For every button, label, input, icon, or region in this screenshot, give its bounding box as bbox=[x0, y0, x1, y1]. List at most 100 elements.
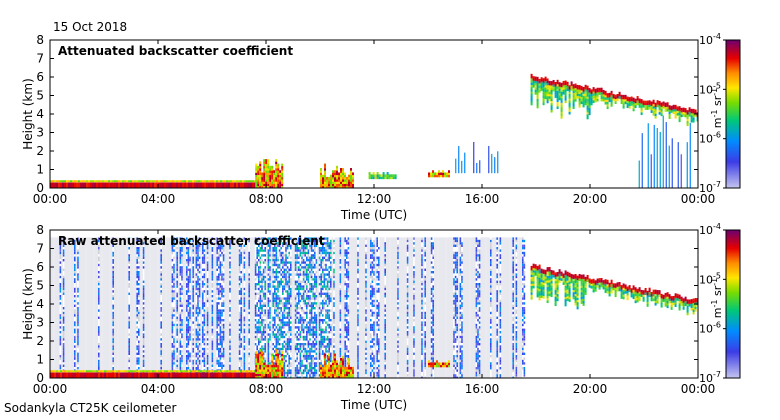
colorbar-cell bbox=[726, 134, 740, 136]
colorbar-cell bbox=[726, 355, 740, 357]
colorbar-cell bbox=[726, 163, 740, 165]
feature-precip-streaks bbox=[638, 115, 691, 188]
colorbar-tick-label: 10-6 bbox=[699, 131, 721, 146]
colorbar-cell bbox=[726, 84, 740, 86]
colorbar-cell bbox=[726, 313, 740, 315]
colorbar-cell bbox=[726, 112, 740, 114]
colorbar-unit: m-1 sr-1 bbox=[710, 88, 724, 128]
colorbar-cell bbox=[726, 332, 740, 334]
colorbar-cell bbox=[726, 271, 740, 273]
colorbar-cell bbox=[726, 137, 740, 139]
y-tick-label: 7 bbox=[36, 52, 44, 66]
colorbar-cell bbox=[726, 125, 740, 127]
colorbar-cell bbox=[726, 102, 740, 104]
colorbar-cell bbox=[726, 341, 740, 343]
colorbar-cell bbox=[726, 335, 740, 337]
colorbar-cell bbox=[726, 374, 740, 376]
colorbar-cell bbox=[726, 85, 740, 87]
colorbar-cell bbox=[726, 253, 740, 255]
colorbar-cell bbox=[726, 318, 740, 320]
y-tick-label: 3 bbox=[36, 126, 44, 140]
colorbar-cell bbox=[726, 360, 740, 362]
colorbar-tick-label: 10-4 bbox=[699, 222, 721, 237]
colorbar-cell bbox=[726, 42, 740, 44]
colorbar-cell bbox=[726, 184, 740, 186]
colorbar-cell bbox=[726, 181, 740, 183]
colorbar-cell bbox=[726, 57, 740, 59]
colorbar-cell bbox=[726, 98, 740, 100]
colorbar-cell bbox=[726, 46, 740, 48]
feature-low-cloud bbox=[255, 349, 284, 378]
colorbar-cell bbox=[726, 371, 740, 373]
colorbar-cell bbox=[726, 175, 740, 177]
colorbar-cell bbox=[726, 362, 740, 364]
colorbar-cell bbox=[726, 264, 740, 266]
colorbar-cell bbox=[726, 65, 740, 67]
colorbar-cell bbox=[726, 244, 740, 246]
feature-low-cloud bbox=[368, 172, 397, 180]
colorbar-tick-label: 10-6 bbox=[699, 321, 721, 336]
instrument-label: Sodankyla CT25K ceilometer bbox=[4, 401, 177, 415]
colorbar-cell bbox=[726, 301, 740, 303]
colorbar-cell bbox=[726, 113, 740, 115]
colorbar-cell bbox=[726, 83, 740, 85]
colorbar-cell bbox=[726, 63, 740, 65]
y-tick-label: 2 bbox=[36, 334, 44, 348]
colorbar-cell bbox=[726, 265, 740, 267]
colorbar-cell bbox=[726, 338, 740, 340]
colorbar-cell bbox=[726, 263, 740, 265]
colorbar-cell bbox=[726, 272, 740, 274]
x-tick-label: 20:00 bbox=[573, 192, 608, 206]
colorbar-cell bbox=[726, 327, 740, 329]
colorbar-cell bbox=[726, 350, 740, 352]
colorbar-cell bbox=[726, 105, 740, 107]
x-tick-label: 00:00 bbox=[33, 382, 68, 396]
colorbar-cell bbox=[726, 147, 740, 149]
colorbar-cell bbox=[726, 307, 740, 309]
colorbar-cell bbox=[726, 234, 740, 236]
colorbar-cell bbox=[726, 255, 740, 257]
colorbar-cell bbox=[726, 44, 740, 46]
colorbar-cell bbox=[726, 365, 740, 367]
colorbar-cell bbox=[726, 89, 740, 91]
colorbar-cell bbox=[726, 133, 740, 135]
heatmap-data bbox=[50, 237, 698, 378]
colorbar-cell bbox=[726, 41, 740, 43]
colorbar-cell bbox=[726, 278, 740, 280]
colorbar-cell bbox=[726, 185, 740, 187]
colorbar-cell bbox=[726, 122, 740, 124]
colorbar-cell bbox=[726, 368, 740, 370]
colorbar-cell bbox=[726, 275, 740, 277]
date-label: 15 Oct 2018 bbox=[53, 20, 128, 34]
colorbar-cell bbox=[726, 348, 740, 350]
colorbar-cell bbox=[726, 100, 740, 102]
colorbar-cell bbox=[726, 357, 740, 359]
colorbar-cell bbox=[726, 259, 740, 261]
colorbar-cell bbox=[726, 286, 740, 288]
colorbar-cell bbox=[726, 239, 740, 241]
colorbar-cell bbox=[726, 326, 740, 328]
colorbar-cell bbox=[726, 79, 740, 81]
colorbar-cell bbox=[726, 166, 740, 168]
colorbar-cell bbox=[726, 109, 740, 111]
colorbar-cell bbox=[726, 366, 740, 368]
colorbar-cell bbox=[726, 233, 740, 235]
y-tick-label: 4 bbox=[36, 297, 44, 311]
x-axis-label: Time (UTC) bbox=[340, 398, 407, 412]
colorbar-cell bbox=[726, 124, 740, 126]
colorbar-cell bbox=[726, 161, 740, 163]
colorbar-cell bbox=[726, 186, 740, 188]
x-tick-label: 20:00 bbox=[573, 382, 608, 396]
colorbar-cell bbox=[726, 93, 740, 95]
colorbar-cell bbox=[726, 119, 740, 121]
feature-surface-layer bbox=[50, 180, 256, 188]
colorbar-cell bbox=[726, 367, 740, 369]
colorbar-cell bbox=[726, 245, 740, 247]
colorbar-cell bbox=[726, 156, 740, 158]
colorbar-cell bbox=[726, 358, 740, 360]
colorbar-cell bbox=[726, 276, 740, 278]
colorbar-cell bbox=[726, 64, 740, 66]
x-tick-label: 08:00 bbox=[249, 382, 284, 396]
colorbar-cell bbox=[726, 117, 740, 119]
